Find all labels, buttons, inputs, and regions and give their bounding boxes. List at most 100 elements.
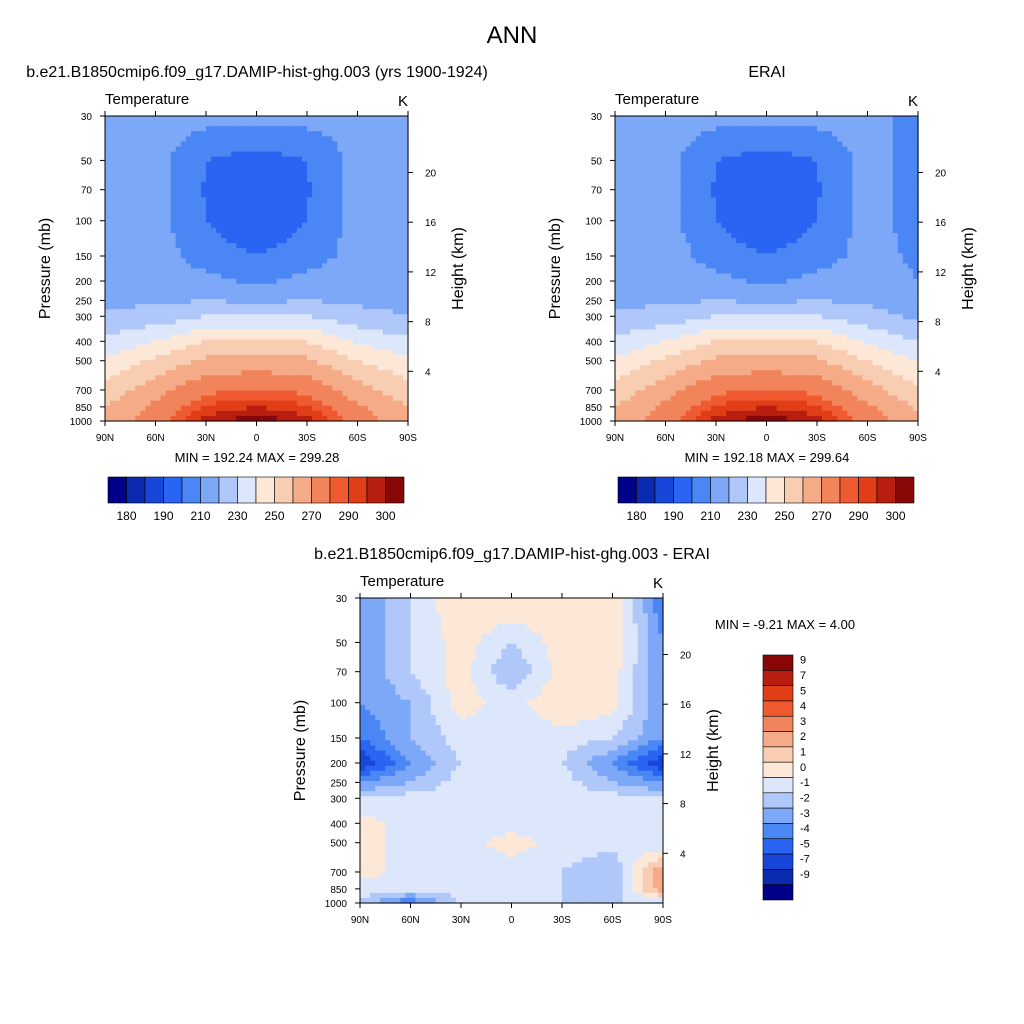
heatmap-cell <box>670 146 677 153</box>
heatmap-cell <box>130 258 136 265</box>
ylabel-right: Height (km) <box>450 227 467 310</box>
heatmap-cell <box>630 192 636 198</box>
heatmap-cell <box>286 278 293 285</box>
heatmap-cell <box>276 156 283 163</box>
heatmap-cell <box>125 339 131 346</box>
heatmap-cell <box>675 156 682 163</box>
heatmap-cell <box>266 156 273 163</box>
heatmap-cell <box>135 248 141 254</box>
heatmap-cell <box>372 258 379 265</box>
heatmap-cell <box>211 288 217 295</box>
heatmap-cell <box>700 212 707 219</box>
heatmap-cell <box>231 151 237 158</box>
heatmap-cell <box>387 258 394 265</box>
heatmap-cell <box>206 385 212 392</box>
heatmap-cell <box>392 197 399 204</box>
heatmap-cell <box>256 182 263 188</box>
heatmap-cell <box>867 136 874 143</box>
heatmap-cell <box>347 238 354 244</box>
heatmap-cell <box>685 222 692 229</box>
heatmap-cell <box>352 253 359 259</box>
heatmap-cell <box>206 365 212 371</box>
heatmap-cell <box>721 187 727 193</box>
heatmap-cell <box>342 278 348 285</box>
heatmap-cell <box>200 126 207 132</box>
heatmap-cell <box>347 222 354 229</box>
heatmap-cell <box>190 121 197 127</box>
heatmap-cell <box>246 116 253 122</box>
heatmap-cell <box>170 161 177 168</box>
heatmap-cell <box>211 395 217 402</box>
heatmap-cell <box>150 344 157 351</box>
heatmap-cell <box>231 380 237 387</box>
heatmap-cell <box>200 334 207 341</box>
heatmap-cell <box>226 141 232 148</box>
heatmap-cell <box>352 304 359 310</box>
heatmap-cell <box>342 273 348 280</box>
heatmap-cell <box>271 253 278 259</box>
heatmap-cell <box>357 354 364 361</box>
heatmap-cell <box>362 212 369 219</box>
heatmap-cell <box>771 121 778 127</box>
heatmap-cell <box>357 258 364 265</box>
heatmap-cell <box>125 202 131 209</box>
heatmap-cell <box>655 151 662 158</box>
heatmap-cell <box>296 304 303 310</box>
colorbar-swatch <box>144 476 164 504</box>
heatmap-cell <box>125 207 131 214</box>
heatmap-cell <box>185 258 192 265</box>
heatmap-cell <box>231 217 237 224</box>
heatmap-cell <box>286 263 293 270</box>
chart-subtitle-left: Temperature <box>105 91 189 108</box>
heatmap-cell <box>327 370 333 376</box>
heatmap-cell <box>226 177 232 183</box>
heatmap-cell <box>206 288 212 295</box>
heatmap-cell <box>731 156 737 163</box>
heatmap-cell <box>165 141 172 148</box>
heatmap-cell <box>317 299 323 305</box>
heatmap-cell <box>700 121 707 127</box>
heatmap-cell <box>226 400 232 407</box>
heatmap-cell <box>231 314 237 320</box>
heatmap-cell <box>347 415 354 422</box>
heatmap-cell <box>155 207 162 214</box>
heatmap-cell <box>842 116 848 122</box>
heatmap-cell <box>180 395 187 402</box>
heatmap-cell <box>200 268 207 275</box>
heatmap-cell <box>690 177 697 183</box>
heatmap-cell <box>206 212 212 219</box>
heatmap-cell <box>195 126 202 132</box>
heatmap-cell <box>291 161 298 168</box>
heatmap-cell <box>392 222 399 229</box>
heatmap-cell <box>367 304 374 310</box>
heatmap-cell <box>246 319 253 326</box>
heatmap-cell <box>170 171 177 178</box>
heatmap-cell <box>195 121 202 127</box>
heatmap-cell <box>817 187 823 193</box>
heatmap-cell <box>731 166 737 173</box>
heatmap-cell <box>140 156 146 163</box>
heatmap-cell <box>685 136 692 143</box>
heatmap-cell <box>226 146 232 153</box>
heatmap-cell <box>660 136 667 143</box>
heatmap-cell <box>811 116 818 122</box>
heatmap-cell <box>145 217 152 224</box>
heatmap-cell <box>796 151 803 158</box>
heatmap-cell <box>251 385 258 392</box>
heatmap-cell <box>307 182 313 188</box>
heatmap-cell <box>165 415 172 422</box>
heatmap-cell <box>206 415 212 422</box>
heatmap-cell <box>115 166 121 173</box>
heatmap-cell <box>276 187 283 193</box>
heatmap-cell <box>342 299 348 305</box>
heatmap-cell <box>352 324 359 331</box>
heatmap-cell <box>195 278 202 285</box>
heatmap-cell <box>286 202 293 209</box>
heatmap-cell <box>246 202 253 209</box>
heatmap-cell <box>301 390 308 397</box>
heatmap-cell <box>322 415 328 422</box>
heatmap-cell <box>236 278 242 285</box>
heatmap-cell <box>362 314 369 320</box>
heatmap-cell <box>296 334 303 341</box>
heatmap-cell <box>716 212 722 219</box>
